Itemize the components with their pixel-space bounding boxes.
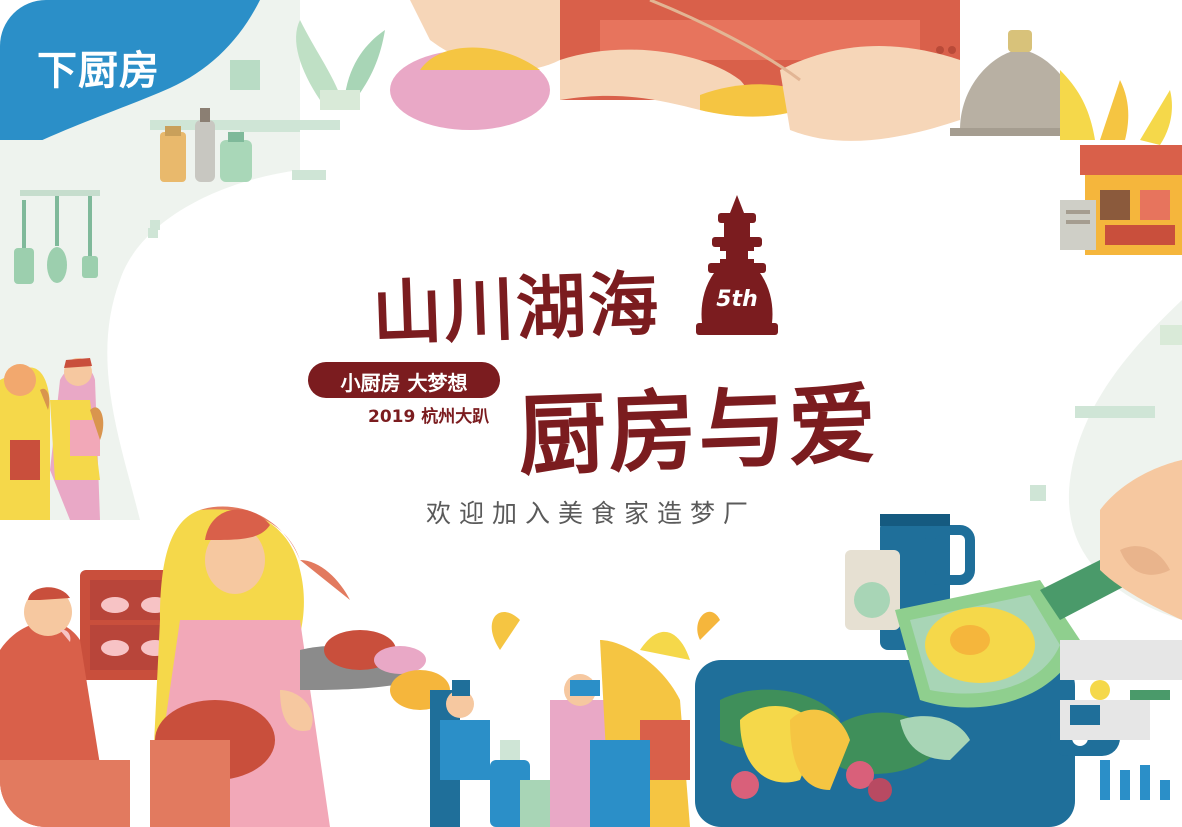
kitchen-shelf-illustration (150, 20, 385, 230)
shopping-women-illustration (0, 358, 104, 520)
slogan-text: 小厨房 大梦想 (340, 371, 468, 395)
market-stall-illustration (1060, 70, 1182, 345)
brand-badge-background (0, 0, 260, 140)
baker-woman-illustration (0, 506, 450, 827)
chefs-illustration (430, 611, 720, 827)
event-title-line-2: 厨房与爱 (516, 372, 880, 489)
slogan-pill: 小厨房 大梦想 (308, 362, 500, 398)
event-title-line-1: 山川湖海 (370, 262, 662, 355)
frying-pan-egg-illustration (845, 460, 1182, 708)
cloche-illustration (950, 30, 1090, 136)
hands-with-dumplings-illustration (390, 0, 960, 141)
bottom-right-detail-illustration (1030, 406, 1182, 800)
hanging-utensils-illustration (14, 190, 100, 284)
welcome-text: 欢迎加入美食家造梦厂 (425, 499, 756, 528)
brand-logo-text: 下厨房 (37, 48, 160, 94)
pagoda-tower-icon (696, 195, 778, 335)
cutting-board-vegetables-illustration (695, 660, 1120, 827)
event-date-location: 2019 杭州大趴 (368, 407, 490, 427)
edition-badge: 5th (716, 287, 758, 312)
